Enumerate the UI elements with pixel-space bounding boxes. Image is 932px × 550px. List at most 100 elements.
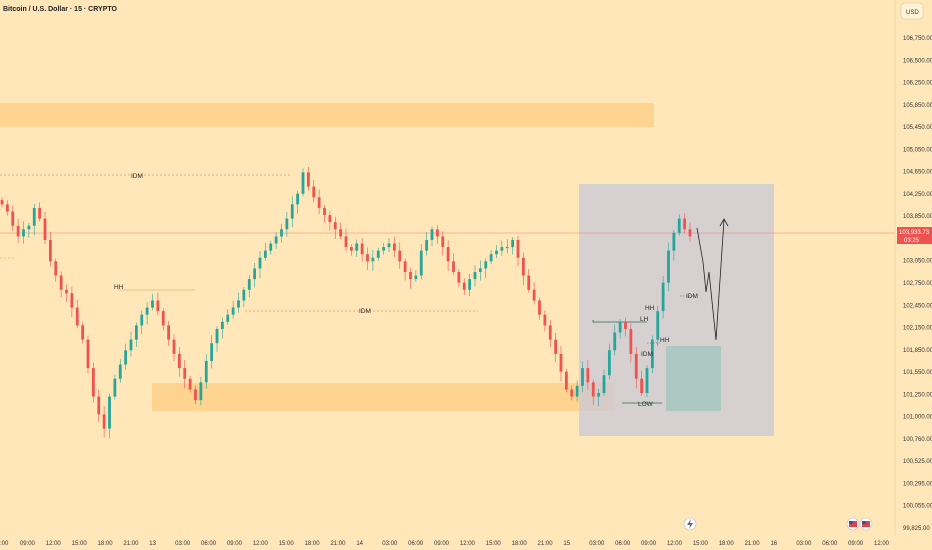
candle-body [392, 243, 396, 251]
candle-body [274, 236, 278, 244]
candle-body [478, 268, 482, 272]
idm-box-label: IDM [641, 351, 653, 358]
projection-path [696, 219, 725, 341]
candle-body [231, 307, 235, 315]
candle-body [22, 229, 25, 237]
accumulation-box [666, 346, 721, 411]
flag-icon[interactable] [846, 517, 860, 531]
candle-body [564, 371, 568, 390]
price-badge-value: 103,933.73 [899, 230, 930, 236]
idm-top-label: IDM [131, 173, 143, 180]
candle-body [328, 215, 332, 223]
idm-right-label: IDM [686, 293, 698, 300]
candle-body [48, 239, 52, 262]
candle-body [667, 250, 670, 283]
price-badge-countdown: 03:25 [904, 238, 920, 244]
candle-body [11, 211, 15, 226]
candle-body [570, 389, 574, 397]
price-scale[interactable] [895, 0, 932, 550]
candle-body [527, 275, 531, 290]
candle-body [452, 261, 455, 272]
price-tick-label: 101,000.00 [903, 415, 932, 421]
candle-body [247, 279, 251, 290]
price-tick-label: 103,050.00 [903, 259, 932, 265]
candle-body [183, 368, 187, 379]
time-tick-label: 03:00 [796, 541, 812, 547]
lightning-icon[interactable] [683, 517, 697, 531]
candle-body [301, 172, 305, 194]
candle-body [521, 257, 525, 276]
candle-body [124, 350, 128, 365]
hh-left-label: HH [114, 284, 124, 291]
time-tick-label: 12:00 [874, 541, 890, 547]
candle-body [134, 325, 138, 340]
candle-body [290, 204, 294, 219]
candle-body [91, 368, 95, 397]
time-tick-label: 09:00 [434, 541, 450, 547]
time-tick-label: :00 [0, 541, 9, 547]
flag-icon[interactable] [859, 517, 873, 531]
candle-body [263, 250, 267, 258]
candle-body [38, 207, 42, 219]
time-tick-label: 09:00 [641, 541, 657, 547]
price-tick-label: 104,250.00 [903, 192, 932, 198]
candle-body [102, 414, 106, 429]
price-tick-label: 100,295.00 [903, 481, 932, 487]
time-tick-label: 18:00 [719, 541, 735, 547]
time-tick-label: 09:00 [848, 541, 864, 547]
candle-body [543, 314, 547, 326]
candle-body [457, 271, 461, 283]
candle-body [495, 250, 498, 255]
candle-body [140, 314, 144, 326]
candle-body [355, 243, 359, 251]
time-tick-label: 15:00 [693, 541, 709, 547]
price-tick-label: 102,150.00 [903, 326, 932, 332]
time-tick-label: 12:00 [46, 541, 62, 547]
candle-body [97, 396, 101, 415]
candle-body [618, 321, 622, 333]
price-tick-label: 104,650.00 [903, 170, 932, 176]
candle-body [634, 353, 638, 379]
structure-lh-line [592, 320, 647, 323]
candle-body [462, 282, 466, 290]
candle-body [382, 247, 386, 251]
candle-body [484, 261, 488, 269]
time-tick-label: 12:00 [460, 541, 476, 547]
currency-button[interactable] [900, 2, 924, 20]
candle-body [505, 247, 509, 249]
candle-body [188, 378, 192, 390]
candle-body [624, 321, 627, 329]
candle-body [366, 254, 369, 262]
time-axis-ticks: :00 09:00 12:00 15:00 18:00 21:00 13 03:00 06:00… [0, 541, 890, 547]
candle-body [554, 339, 558, 354]
price-tick-label: 105,050.00 [903, 147, 932, 153]
candle-body [640, 378, 644, 393]
time-tick-label: 12:00 [253, 541, 269, 547]
time-axis[interactable] [0, 536, 895, 550]
candle-body [468, 279, 472, 290]
candle-body [581, 368, 584, 386]
time-tick-label: 21:00 [745, 541, 761, 547]
price-tick-label: 101,550.00 [903, 370, 932, 376]
candle-body [306, 172, 310, 187]
price-tick-label: 106,500.00 [903, 58, 932, 64]
candle-body [280, 229, 283, 237]
time-tick-label: 21:00 [330, 541, 346, 547]
candle-body [220, 321, 224, 329]
time-tick-label: 18:00 [512, 541, 528, 547]
candle-body [161, 311, 165, 326]
candle-body [317, 197, 321, 208]
price-tick-label: 102,750.00 [903, 281, 932, 287]
candle-body [118, 364, 122, 379]
time-tick-label: 21:00 [538, 541, 554, 547]
price-tick-label: 102,450.00 [903, 303, 932, 309]
candle-body [65, 289, 68, 294]
candle-body [409, 271, 412, 280]
candle-body [172, 339, 176, 354]
price-tick-label: 103,850.00 [903, 214, 932, 220]
candle-body [210, 343, 214, 361]
currency-button-label[interactable]: USD [906, 10, 919, 16]
time-tick-label: 15:00 [72, 541, 88, 547]
projection-arrowhead [719, 218, 729, 227]
